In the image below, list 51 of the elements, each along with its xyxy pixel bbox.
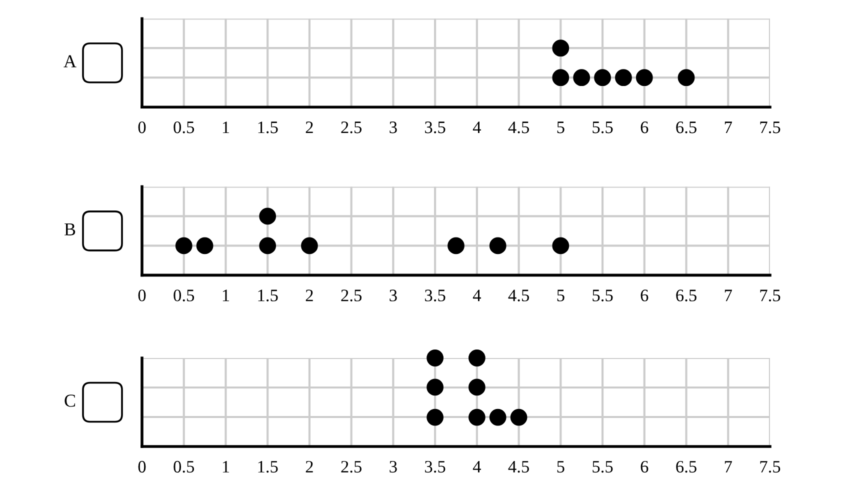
x-tick-label: 4.5: [508, 461, 529, 473]
x-tick-label: 4: [472, 290, 481, 302]
x-tick-label: 0: [138, 290, 146, 302]
x-tick-label: 0.5: [174, 290, 194, 302]
y-axis-title: A: [64, 55, 76, 68]
x-tick-label: 1.5: [258, 290, 278, 302]
x-tick-label: 4.5: [508, 290, 529, 302]
x-tick-label: 6.5: [676, 122, 696, 134]
x-tick-label: 7: [724, 122, 732, 134]
x-tick-label: 5: [557, 122, 564, 134]
x-tick-label: 3.5: [425, 460, 446, 473]
x-tick-label: 7: [724, 461, 732, 472]
x-tick-label: 3: [390, 460, 397, 473]
x-tick-label: 4.5: [508, 122, 529, 134]
y-axis-title: C: [64, 394, 76, 407]
x-tick-label: 0: [138, 460, 146, 473]
x-tick-label: 2: [306, 460, 313, 472]
x-tick-label: 5: [557, 290, 564, 302]
y-axis-title: B: [64, 223, 76, 236]
x-tick-label: 0.5: [174, 460, 194, 473]
x-tick-label: 2: [306, 122, 313, 134]
x-tick-label: 0: [138, 121, 146, 134]
x-tick-label: 7.5: [760, 122, 780, 134]
x-tick-label: 1: [222, 122, 230, 134]
x-tick-label: 3: [390, 290, 397, 302]
x-tick-label: 5.5: [592, 290, 613, 302]
x-tick-label: 3.5: [425, 290, 446, 302]
x-tick-label: 1.5: [258, 460, 278, 473]
x-tick-label: 3.5: [425, 122, 446, 134]
x-tick-label: 1.5: [258, 122, 278, 134]
x-tick-label: 7.5: [760, 461, 780, 473]
x-tick-label: 2: [306, 290, 313, 302]
x-tick-label: 5: [557, 461, 564, 473]
x-tick-label: 2.5: [341, 460, 362, 473]
x-tick-label: 6: [640, 460, 648, 473]
x-tick-label: 1: [222, 460, 230, 472]
x-tick-label: 6: [640, 122, 648, 134]
x-tick-label: 6.5: [676, 460, 696, 473]
x-tick-label: 6.5: [676, 290, 696, 302]
x-tick-label: 0.5: [174, 121, 194, 134]
x-tick-label: 2.5: [341, 290, 362, 302]
x-tick-label: 6: [640, 290, 648, 302]
x-tick-label: 5.5: [592, 461, 613, 473]
x-tick-label: 3: [390, 122, 397, 134]
x-tick-label: 2.5: [341, 122, 362, 134]
x-tick-label: 1: [222, 290, 230, 302]
x-tick-label: 4: [472, 122, 481, 134]
x-tick-label: 7.5: [760, 290, 780, 302]
x-tick-label: 4: [472, 461, 481, 472]
x-tick-label: 7: [724, 290, 732, 302]
x-tick-label: 5.5: [592, 122, 613, 134]
